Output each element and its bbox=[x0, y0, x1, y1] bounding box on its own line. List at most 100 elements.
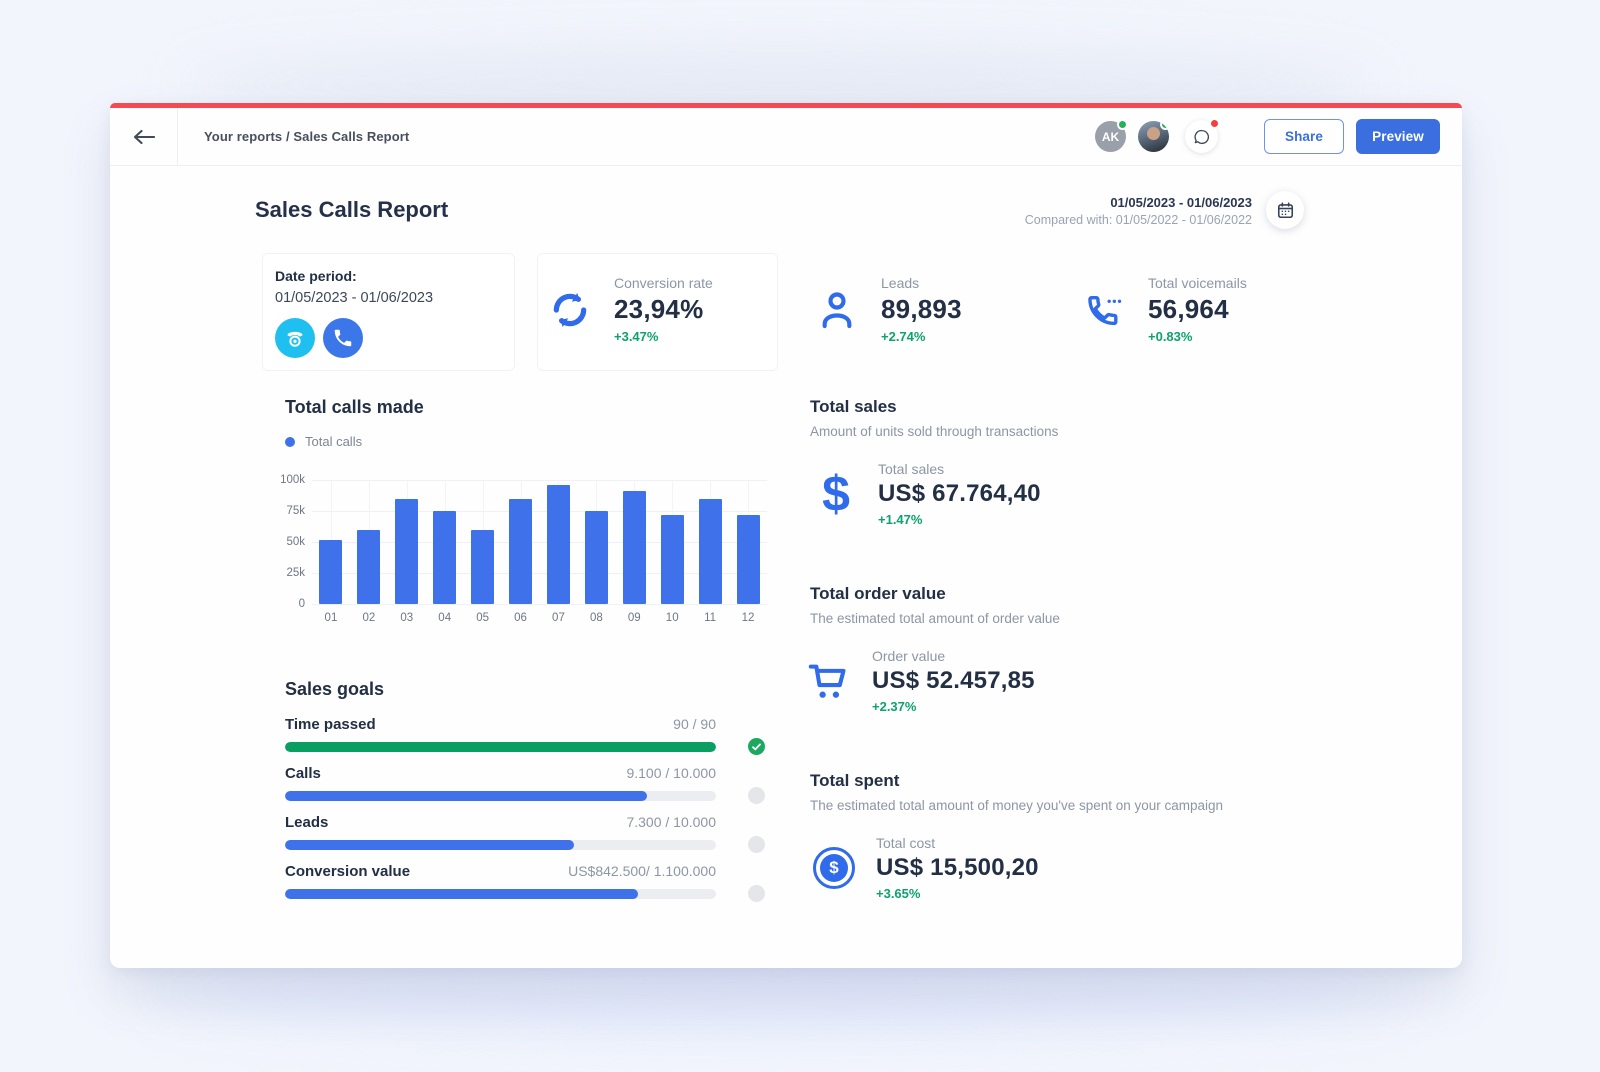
goal-progress-fill bbox=[285, 840, 574, 850]
x-axis-tick: 09 bbox=[627, 612, 641, 624]
preview-button[interactable]: Preview bbox=[1356, 119, 1440, 154]
dollar-circle-icon: $ bbox=[808, 847, 860, 889]
total-spent-metric: $ Total cost US$ 15,500,20 +3.65% bbox=[808, 835, 1039, 901]
voicemails-metric: Total voicemails 56,964 +0.83% bbox=[1082, 275, 1247, 344]
goal-row-leads: Leads 7.300 / 10.000 bbox=[285, 814, 765, 863]
compared-with: Compared with: 01/05/2022 - 01/06/2022 bbox=[1024, 213, 1252, 227]
bar-12[interactable] bbox=[736, 514, 760, 604]
order-value-delta: +2.37% bbox=[872, 699, 917, 714]
leads-metric: Leads 89,893 +2.74% bbox=[815, 275, 962, 344]
chat-bubble-icon bbox=[1193, 129, 1209, 144]
conversion-rate-delta: +3.47% bbox=[614, 329, 659, 344]
back-button[interactable] bbox=[110, 108, 178, 165]
share-button-label: Share bbox=[1284, 129, 1324, 144]
goal-label: Calls bbox=[285, 765, 321, 782]
legend-dot bbox=[285, 436, 295, 447]
bar-09[interactable] bbox=[622, 491, 646, 604]
bar-08[interactable] bbox=[584, 511, 608, 604]
bar-10[interactable] bbox=[660, 514, 684, 604]
total-sales-delta: +1.47% bbox=[878, 512, 923, 527]
goal-value: 9.100 / 10.000 bbox=[626, 765, 716, 781]
share-button[interactable]: Share bbox=[1264, 119, 1344, 154]
bar-03[interactable] bbox=[395, 498, 419, 604]
chart-legend: Total calls bbox=[285, 434, 362, 449]
conversion-rate-metric: Conversion rate 23,94% +3.47% bbox=[548, 275, 713, 344]
conversion-rate-label: Conversion rate bbox=[614, 275, 713, 291]
goals-list: Time passed 90 / 90 Calls 9.100 / 10.000 Lea… bbox=[285, 716, 765, 912]
chart-gridline bbox=[312, 604, 767, 605]
avatar-photo[interactable] bbox=[1138, 121, 1169, 152]
goal-label: Time passed bbox=[285, 716, 376, 733]
x-axis-tick: 05 bbox=[476, 612, 490, 624]
total-spent-subtitle: The estimated total amount of money you'… bbox=[810, 798, 1224, 813]
goal-pending-dot bbox=[748, 885, 765, 902]
goal-progress-track bbox=[285, 742, 716, 752]
goal-label: Leads bbox=[285, 814, 329, 831]
y-axis-tick: 100k bbox=[280, 474, 305, 486]
chart-title: Total calls made bbox=[285, 397, 424, 417]
voicemail-phone-icon bbox=[1082, 289, 1126, 331]
goal-pending-dot bbox=[748, 836, 765, 853]
goal-label: Conversion value bbox=[285, 863, 411, 880]
chart-gridline bbox=[312, 542, 767, 543]
conversion-rate-card bbox=[537, 253, 778, 371]
bar-02[interactable] bbox=[357, 529, 381, 604]
date-range: 01/05/2023 - 01/06/2023 bbox=[1110, 195, 1252, 210]
bar-05[interactable] bbox=[471, 529, 495, 604]
notification-dot bbox=[1209, 118, 1220, 129]
order-value-metric-label: Order value bbox=[872, 648, 946, 664]
chart-gridline bbox=[312, 573, 767, 574]
calendar-button[interactable] bbox=[1266, 191, 1304, 229]
x-axis-tick: 12 bbox=[741, 612, 755, 624]
leads-label: Leads bbox=[881, 275, 920, 291]
total-sales-metric: $ Total sales US$ 67.764,40 +1.47% bbox=[810, 461, 1041, 527]
goal-value: US$842.500/ 1.100.000 bbox=[568, 863, 716, 879]
date-period-label: Date period: bbox=[275, 268, 357, 284]
x-axis-tick: 04 bbox=[438, 612, 452, 624]
order-value-value: US$ 52.457,85 bbox=[872, 667, 1035, 694]
goal-progress-fill bbox=[285, 742, 716, 752]
avatar-initials-text: AK bbox=[1101, 129, 1120, 144]
x-axis-tick: 03 bbox=[400, 612, 414, 624]
x-axis-tick: 10 bbox=[665, 612, 679, 624]
order-value-subtitle: The estimated total amount of order valu… bbox=[810, 611, 1060, 626]
total-calls-bar-chart: 0 25k 50k 75k 100k 01 02 03 04 05 06 07 08 09 10 11 12 bbox=[280, 474, 767, 624]
bar-01[interactable] bbox=[319, 539, 343, 604]
x-axis-tick: 06 bbox=[514, 612, 527, 624]
voicemails-delta: +0.83% bbox=[1148, 329, 1193, 344]
bar-11[interactable] bbox=[698, 498, 722, 604]
goal-progress-track bbox=[285, 791, 716, 801]
x-axis-tick: 11 bbox=[704, 612, 717, 624]
goal-pending-dot bbox=[748, 787, 765, 804]
total-sales-metric-label: Total sales bbox=[878, 461, 945, 477]
rotary-phone-icon bbox=[275, 318, 315, 358]
total-spent-metric-label: Total cost bbox=[876, 835, 936, 851]
goal-row-time-passed: Time passed 90 / 90 bbox=[285, 716, 765, 765]
leads-delta: +2.74% bbox=[881, 329, 926, 344]
goal-progress-track bbox=[285, 889, 716, 899]
x-axis-tick: 08 bbox=[589, 612, 603, 624]
voicemails-value: 56,964 bbox=[1148, 294, 1229, 324]
person-icon bbox=[815, 288, 859, 332]
voicemails-label: Total voicemails bbox=[1148, 275, 1247, 291]
report-card: Your reports / Sales Calls Report AK Sha… bbox=[110, 103, 1462, 968]
bar-04[interactable] bbox=[433, 511, 457, 604]
y-axis-tick: 50k bbox=[286, 536, 305, 548]
preview-button-label: Preview bbox=[1372, 129, 1424, 144]
calendar-icon bbox=[1277, 201, 1293, 218]
arrow-left-icon bbox=[133, 129, 155, 144]
topbar: Your reports / Sales Calls Report AK Sha… bbox=[110, 108, 1462, 166]
avatar-initials[interactable]: AK bbox=[1095, 119, 1128, 152]
bar-07[interactable] bbox=[546, 484, 570, 604]
date-range-block: 01/05/2023 - 01/06/2023 Compared with: 0… bbox=[1025, 195, 1252, 227]
goal-row-conversion-value: Conversion value US$842.500/ 1.100.000 bbox=[285, 863, 765, 912]
bar-06[interactable] bbox=[509, 498, 533, 604]
date-period-value: 01/05/2023 - 01/06/2023 bbox=[275, 290, 434, 306]
leads-value: 89,893 bbox=[881, 294, 962, 324]
online-status-dot bbox=[1160, 121, 1169, 130]
x-axis-tick: 02 bbox=[362, 612, 376, 624]
conversion-rate-value: 23,94% bbox=[614, 294, 704, 324]
total-sales-title: Total sales bbox=[810, 397, 897, 416]
total-sales-value: US$ 67.764,40 bbox=[878, 480, 1041, 507]
chat-button[interactable] bbox=[1185, 118, 1220, 153]
